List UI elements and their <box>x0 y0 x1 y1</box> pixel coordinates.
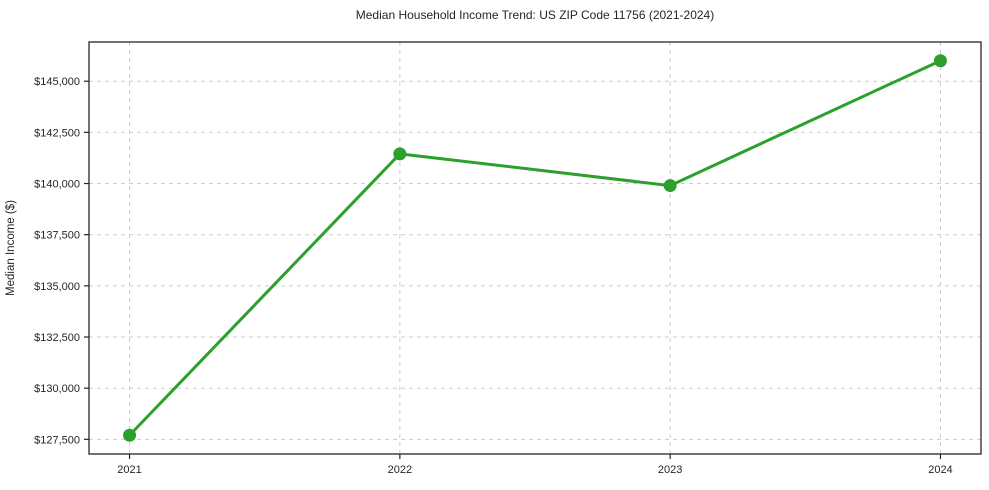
x-tick-label: 2021 <box>117 464 141 476</box>
y-tick-label: $127,500 <box>34 434 80 446</box>
data-points <box>123 54 947 442</box>
x-tick-label: 2022 <box>388 464 412 476</box>
chart-title: Median Household Income Trend: US ZIP Co… <box>355 8 715 22</box>
x-tick-label: 2023 <box>658 464 682 476</box>
x-axis: 2021 2022 2023 2024 <box>117 454 953 476</box>
y-tick-label: $135,000 <box>34 281 80 293</box>
y-tick-label: $140,000 <box>34 179 80 191</box>
data-point-2024 <box>933 54 947 68</box>
x-tick-label: 2024 <box>928 464 952 476</box>
data-point-2023 <box>663 179 677 193</box>
data-point-2022 <box>393 147 407 161</box>
y-axis-label: Median Income ($) <box>5 200 17 296</box>
y-axis: $127,500 $130,000 $132,500 $135,000 $137,500… <box>34 76 89 446</box>
y-tick-label: $130,000 <box>34 383 80 395</box>
trend-line <box>128 59 942 437</box>
y-tick-label: $132,500 <box>34 332 80 344</box>
y-tick-label: $142,500 <box>34 127 80 139</box>
income-trend-line <box>128 59 942 437</box>
y-tick-label: $137,500 <box>34 230 80 242</box>
plot-frame <box>88 41 982 455</box>
y-tick-label: $145,000 <box>34 76 80 88</box>
data-point-2021 <box>123 428 137 442</box>
